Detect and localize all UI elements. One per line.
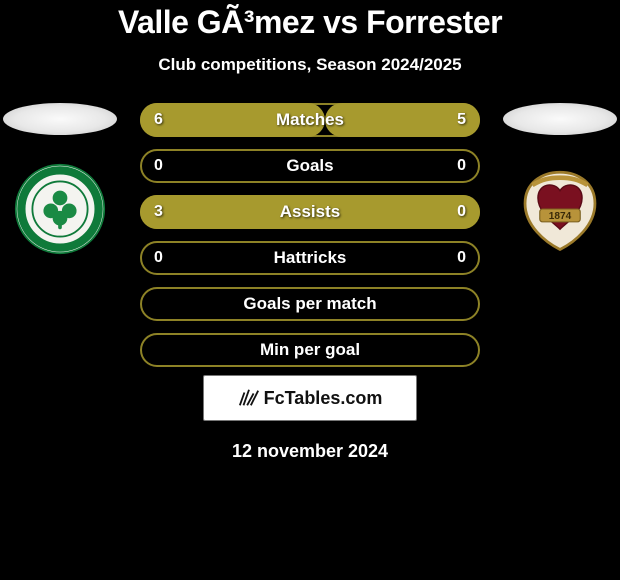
celtic-crest-icon [14,163,106,255]
stats-column: 65Matches 00Goals 30Assists 00Hattricks Goal… [120,103,500,367]
page-title: Valle GÃ³mez vs Forrester [0,4,620,41]
left-player-col [0,103,120,255]
stat-bar: 30Assists [140,195,480,229]
right-player-col: 1874 [500,103,620,255]
stat-bar: Min per goal [140,333,480,367]
stat-bar: 00Goals [140,149,480,183]
right-player-silhouette [503,103,617,135]
fctables-logo-icon [238,387,260,409]
stat-label: Min per goal [140,333,480,367]
stat-label: Hattricks [140,241,480,275]
page-subtitle: Club competitions, Season 2024/2025 [0,55,620,75]
stat-label: Goals [140,149,480,183]
brand-footer: FcTables.com [203,375,417,421]
comparison-infographic: Valle GÃ³mez vs Forrester Club competiti… [0,0,620,462]
stat-label: Goals per match [140,287,480,321]
left-player-silhouette [3,103,117,135]
hearts-crest-icon: 1874 [514,163,606,255]
comparison-row: 65Matches 00Goals 30Assists 00Hattricks Goal… [0,103,620,367]
brand-text: FcTables.com [264,388,383,409]
date-line: 12 november 2024 [0,441,620,462]
stat-label: Matches [140,103,480,137]
stat-bar: 65Matches [140,103,480,137]
stat-bar: Goals per match [140,287,480,321]
stat-label: Assists [140,195,480,229]
stat-bar: 00Hattricks [140,241,480,275]
svg-text:1874: 1874 [549,211,572,222]
